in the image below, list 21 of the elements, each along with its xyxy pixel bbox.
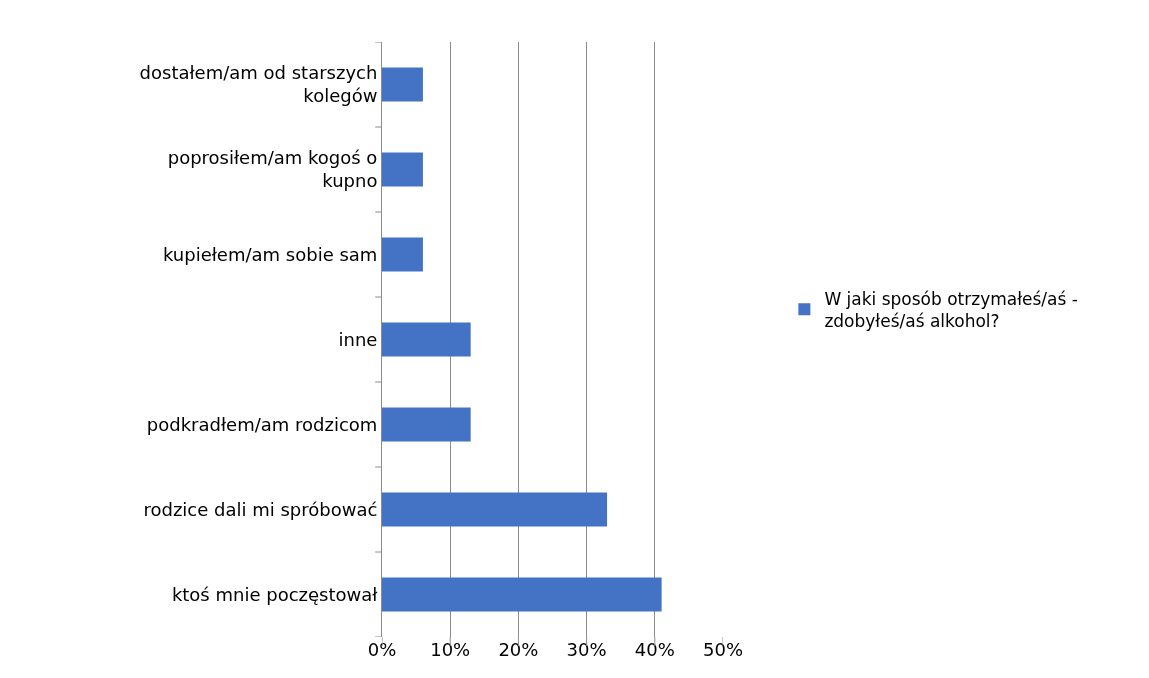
bar — [382, 577, 662, 612]
bar — [382, 152, 423, 187]
x-tick-label: 40% — [634, 639, 675, 660]
y-tick-label: ktoś mnie poczęstował — [171, 583, 379, 605]
bar — [382, 67, 423, 102]
x-tick-label: 20% — [498, 639, 539, 660]
bar — [382, 492, 608, 527]
bar — [382, 237, 423, 272]
x-tick-label: 0% — [367, 639, 397, 660]
bar — [382, 407, 471, 442]
legend-label: W jaki sposób otrzymałeś/aś - zdobyłeś/aś alkohol? — [824, 288, 1078, 332]
x-tick-label: 30% — [566, 639, 607, 660]
x-tick-label: 50% — [702, 639, 744, 660]
y-tick-label: kupiełem/am sobie sam — [162, 243, 378, 265]
y-tick-label: dostałem/am od starszych kolegów — [139, 62, 378, 107]
y-tick-label: inne — [338, 328, 378, 350]
x-tick-label: 10% — [430, 639, 471, 660]
y-tick-label: poprosiłem/am kogoś o kupno — [167, 147, 378, 192]
y-tick-label: podkradłem/am rodzicom — [146, 413, 378, 435]
y-tick-label: rodzice dali mi spróbować — [143, 498, 378, 520]
bar — [382, 322, 471, 357]
